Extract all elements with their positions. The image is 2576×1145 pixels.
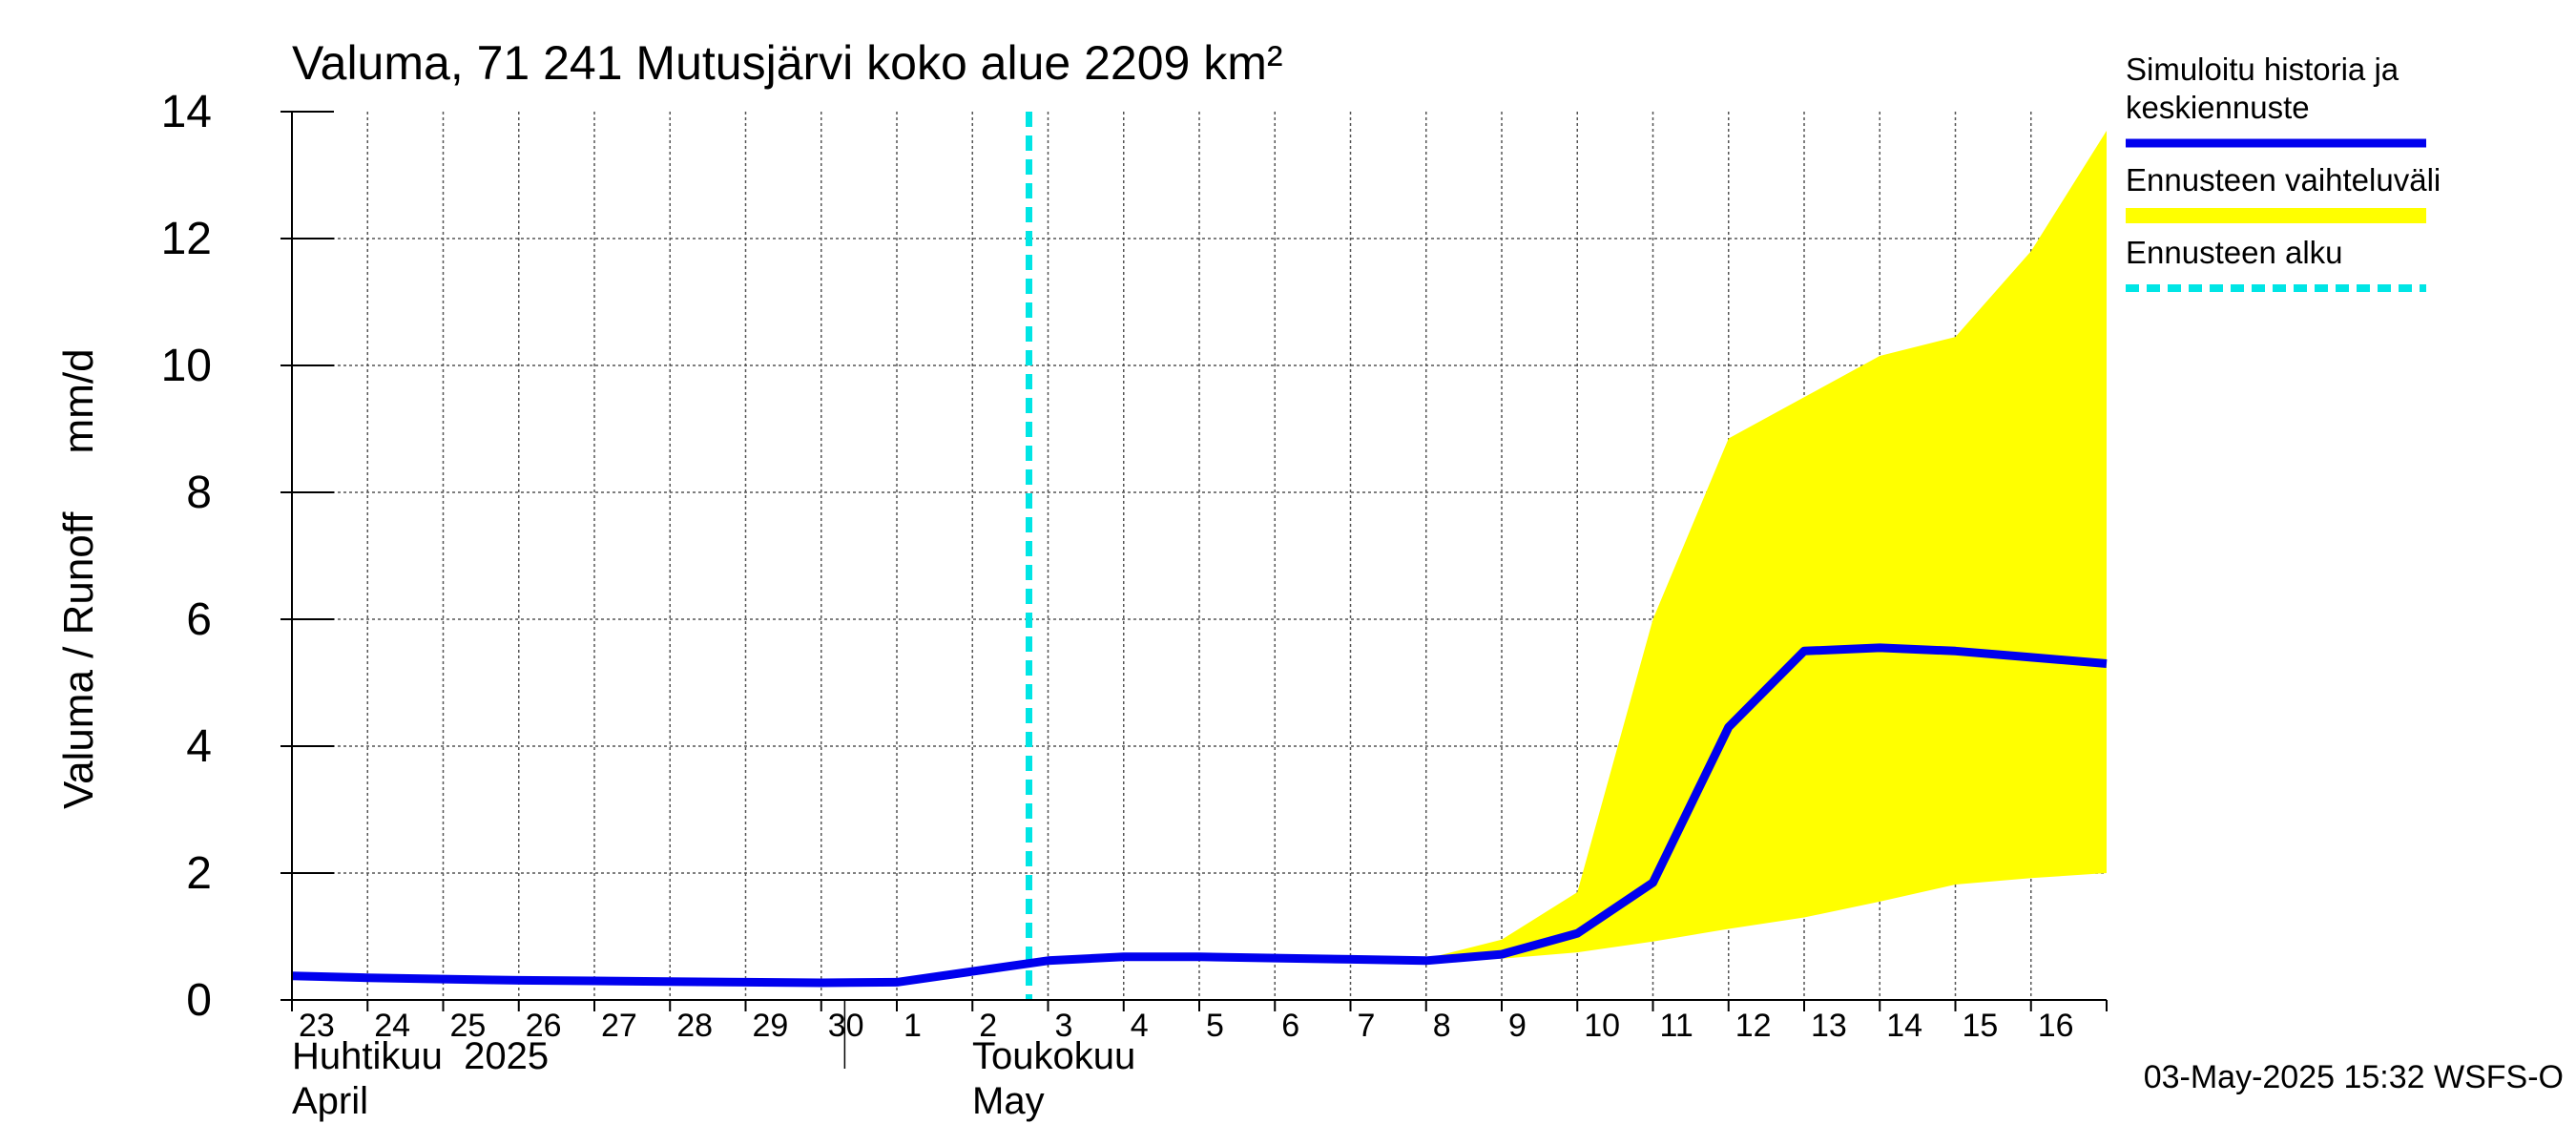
forecast-band-layer xyxy=(1048,131,2107,963)
x-tick-label: 16 xyxy=(2038,1008,2074,1044)
x-tick-label: 4 xyxy=(1131,1008,1149,1044)
month-label-en-april: April xyxy=(292,1080,368,1122)
month-label-fi-may: Toukokuu xyxy=(972,1035,1135,1077)
x-tick-label: 7 xyxy=(1358,1008,1376,1044)
x-tick-label: 10 xyxy=(1584,1008,1620,1044)
footer-timestamp: 03-May-2025 15:32 WSFS-O xyxy=(2144,1059,2564,1095)
x-tick-label: 6 xyxy=(1281,1008,1299,1044)
x-tick-label: 23 xyxy=(299,1008,335,1044)
x-tick-label: 2 xyxy=(979,1008,997,1044)
y-tick-label: 4 xyxy=(186,721,212,772)
month-label-fi-april: Huhtikuu 2025 xyxy=(292,1035,549,1077)
month-label-en-may: May xyxy=(972,1080,1045,1122)
x-tick-label: 25 xyxy=(450,1008,487,1044)
x-tick-label: 12 xyxy=(1735,1008,1772,1044)
x-tick-label: 27 xyxy=(601,1008,637,1044)
legend-swatch-band xyxy=(2126,208,2426,223)
x-tick-label: 29 xyxy=(753,1008,789,1044)
y-tick-label: 8 xyxy=(186,468,212,518)
x-tick-label: 15 xyxy=(1963,1008,1999,1044)
x-tick-label: 24 xyxy=(374,1008,410,1044)
axes xyxy=(280,111,2108,1069)
x-tick-label: 14 xyxy=(1886,1008,1922,1044)
forecast-range-band xyxy=(1048,131,2107,963)
y-tick-labels: 0 2 4 6 8 10 12 14 xyxy=(161,87,212,1026)
x-tick-label: 26 xyxy=(526,1008,562,1044)
x-tick-label: 3 xyxy=(1055,1008,1073,1044)
legend-label: Ennusteen alku xyxy=(2126,235,2343,270)
y-tick-label: 2 xyxy=(186,848,212,899)
y-tick-label: 0 xyxy=(186,975,212,1026)
y-tick-label: 6 xyxy=(186,594,212,645)
x-tick-label: 5 xyxy=(1206,1008,1224,1044)
series-layer xyxy=(291,643,2108,988)
x-tick-labels: 23 24 25 26 27 28 29 30 1 2 3 4 5 6 7 8 9 10 11 12 13 14 15 16 xyxy=(299,1008,2074,1044)
legend-label: Ennusteen vaihteluväli xyxy=(2126,162,2441,198)
x-tick-label: 1 xyxy=(904,1008,922,1044)
y-tick-label: 12 xyxy=(161,214,212,264)
x-tick-label: 13 xyxy=(1811,1008,1847,1044)
legend-label: keskiennuste xyxy=(2126,90,2310,125)
x-tick-label: 11 xyxy=(1660,1008,1693,1044)
x-tick-label: 30 xyxy=(828,1008,864,1044)
x-tick-label: 8 xyxy=(1433,1008,1451,1044)
y-tick-label: 10 xyxy=(161,341,212,391)
x-tick-label: 28 xyxy=(676,1008,713,1044)
chart-title: Valuma, 71 241 Mutusjärvi koko alue 2209… xyxy=(292,36,1283,90)
legend-label: Simuloitu historia ja xyxy=(2126,52,2399,87)
y-tick-label: 14 xyxy=(161,87,212,137)
x-tick-label: 9 xyxy=(1508,1008,1527,1044)
y-axis-label: Valuma / Runoff mm/d xyxy=(55,348,102,809)
